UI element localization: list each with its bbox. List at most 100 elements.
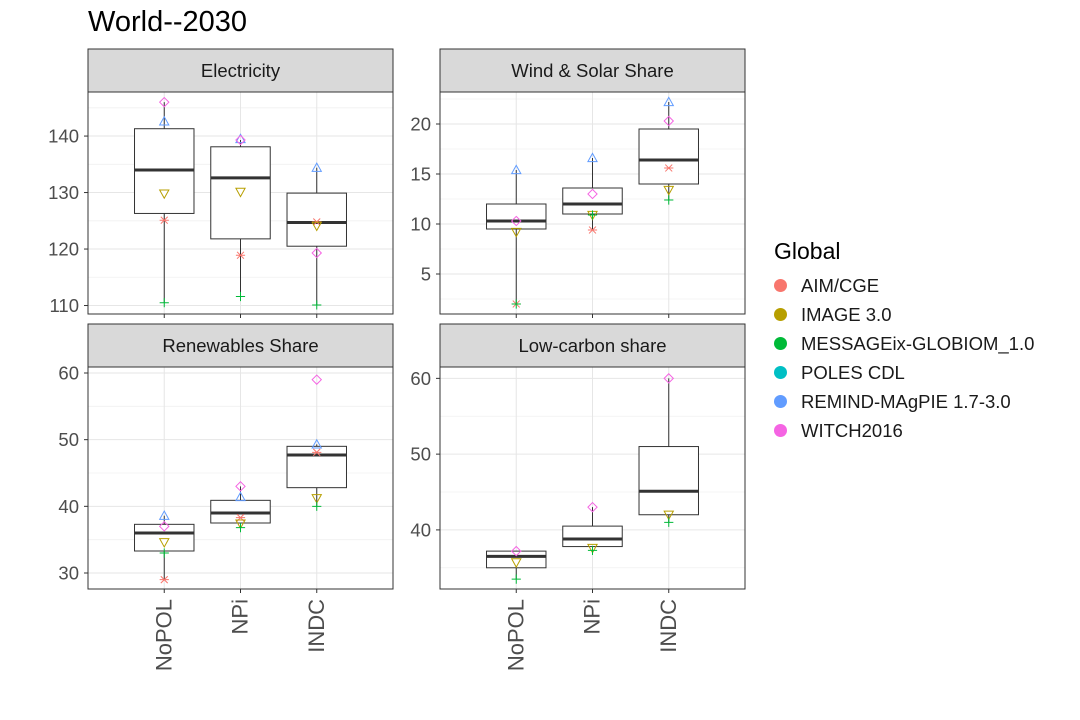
- y-tick-label: 15: [410, 164, 431, 185]
- panel-renewables-share: Renewables Share 30 40 50 60 NoPOL NPi INDC: [58, 323, 394, 671]
- point-messageix-globiom-1-0: [159, 548, 169, 558]
- box-npi: [210, 140, 271, 297]
- x-tick-label: NoPOL: [151, 599, 176, 671]
- legend-label: REMIND-MAgPIE 1.7-3.0: [801, 390, 1011, 412]
- panel-wind-solar-share: Wind & Solar Share 5 10 15 20: [410, 48, 746, 318]
- legend-item-aim-cge: AIM/CGE: [774, 271, 1034, 300]
- point-witch2016: [235, 481, 246, 492]
- legend-label: MESSAGEix-GLOBIOM_1.0: [801, 332, 1035, 354]
- point-aim-cge: [159, 216, 169, 225]
- point-messageix-globiom-1-0: [587, 210, 598, 220]
- facet-strip: [87, 48, 394, 93]
- point-witch2016: [510, 215, 522, 227]
- point-witch2016: [311, 247, 323, 259]
- point-image-3-0: [311, 221, 323, 232]
- x-tick-label: NoPOL: [503, 599, 528, 671]
- legend-key: [774, 279, 787, 292]
- x-tick-label: NPi: [228, 599, 253, 634]
- y-tick-label: 5: [421, 264, 431, 285]
- y-tick-label: 20: [410, 114, 431, 135]
- point-messageix-globiom-1-0: [312, 501, 322, 511]
- facet-title: Renewables Share: [162, 335, 318, 356]
- point-aim-cge: [312, 448, 322, 457]
- legend-key: [774, 308, 787, 321]
- legend-item-remind-magpie-1-7-3-0: REMIND-MAgPIE 1.7-3.0: [774, 387, 1034, 416]
- facet-strip: [87, 323, 394, 368]
- y-tick-label: 30: [58, 563, 79, 584]
- point-remind-magpie-1-7-3-0: [235, 133, 246, 144]
- point-witch2016: [587, 501, 598, 513]
- point-remind-magpie-1-7-3-0: [663, 96, 675, 107]
- y-tick-label: 10: [410, 214, 431, 235]
- point-remind-magpie-1-7-3-0: [158, 510, 170, 520]
- point-messageix-globiom-1-0: [159, 298, 169, 308]
- legend-title: Global: [774, 238, 841, 264]
- legend-label: POLES CDL: [801, 361, 905, 383]
- box-indc: [638, 378, 699, 523]
- y-tick-label: 60: [58, 363, 79, 384]
- point-image-3-0: [510, 227, 522, 238]
- box-body: [562, 525, 623, 548]
- point-image-3-0: [311, 494, 323, 504]
- box-body: [286, 445, 347, 489]
- point-witch2016: [663, 115, 675, 127]
- box-body: [562, 187, 623, 215]
- point-witch2016: [311, 374, 323, 385]
- point-messageix-globiom-1-0: [235, 523, 246, 533]
- y-tick-label: 40: [410, 519, 431, 540]
- point-witch2016: [587, 188, 598, 200]
- box-body: [486, 550, 547, 569]
- point-image-3-0: [235, 519, 246, 530]
- facet-title: Low-carbon share: [518, 335, 666, 356]
- point-messageix-globiom-1-0: [664, 195, 674, 205]
- box-npi: [562, 507, 623, 551]
- legend-item-poles-cdl: POLES CDL: [774, 358, 1034, 387]
- y-tick-label: 130: [48, 182, 79, 203]
- point-image-3-0: [158, 189, 170, 200]
- point-messageix-globiom-1-0: [312, 300, 322, 310]
- box-indc: [286, 444, 347, 507]
- point-image-3-0: [663, 185, 675, 196]
- point-messageix-globiom-1-0: [664, 517, 674, 527]
- legend-key: [774, 424, 787, 437]
- point-witch2016: [663, 373, 675, 384]
- point-remind-magpie-1-7-3-0: [311, 438, 323, 449]
- x-tick-label: INDC: [304, 599, 329, 653]
- point-aim-cge: [664, 164, 674, 172]
- point-image-3-0: [663, 510, 675, 521]
- box-body: [286, 192, 347, 247]
- legend-key: [774, 395, 787, 408]
- box-body: [638, 446, 699, 516]
- point-remind-magpie-1-7-3-0: [235, 491, 246, 502]
- x-tick-label: INDC: [656, 599, 681, 653]
- point-witch2016: [158, 521, 170, 532]
- point-messageix-globiom-1-0: [235, 291, 246, 302]
- point-witch2016: [235, 134, 246, 146]
- legend-item-messageix-globiom-1-0: MESSAGEix-GLOBIOM_1.0: [774, 329, 1034, 358]
- point-messageix-globiom-1-0: [511, 574, 521, 584]
- legend-items: AIM/CGE IMAGE 3.0 MESSAGEix-GLOBIOM_1.0 POL…: [774, 271, 1034, 445]
- point-image-3-0: [587, 543, 598, 554]
- point-remind-magpie-1-7-3-0: [510, 164, 522, 175]
- point-remind-magpie-1-7-3-0: [587, 152, 598, 163]
- facet-strip: [439, 48, 746, 93]
- y-tick-label: 110: [50, 295, 80, 316]
- point-aim-cge: [587, 226, 598, 234]
- box-body: [638, 128, 699, 185]
- legend-label: IMAGE 3.0: [801, 303, 892, 325]
- legend-item-witch2016: WITCH2016: [774, 416, 1034, 445]
- y-tick-label: 140: [48, 126, 79, 147]
- point-remind-magpie-1-7-3-0: [311, 162, 323, 172]
- point-messageix-globiom-1-0: [587, 545, 598, 555]
- point-image-3-0: [235, 187, 246, 198]
- y-tick-label: 120: [48, 239, 79, 260]
- figure-title: World--2030: [88, 6, 248, 38]
- y-tick-label: 40: [58, 496, 79, 517]
- point-witch2016: [158, 96, 170, 108]
- y-tick-label: 50: [58, 429, 79, 450]
- legend-item-image-3-0: IMAGE 3.0: [774, 300, 1034, 329]
- legend: Global AIM/CGE IMAGE 3.0 MESSAGEix-GLOBIOM…: [774, 238, 1034, 445]
- legend-key: [774, 366, 787, 379]
